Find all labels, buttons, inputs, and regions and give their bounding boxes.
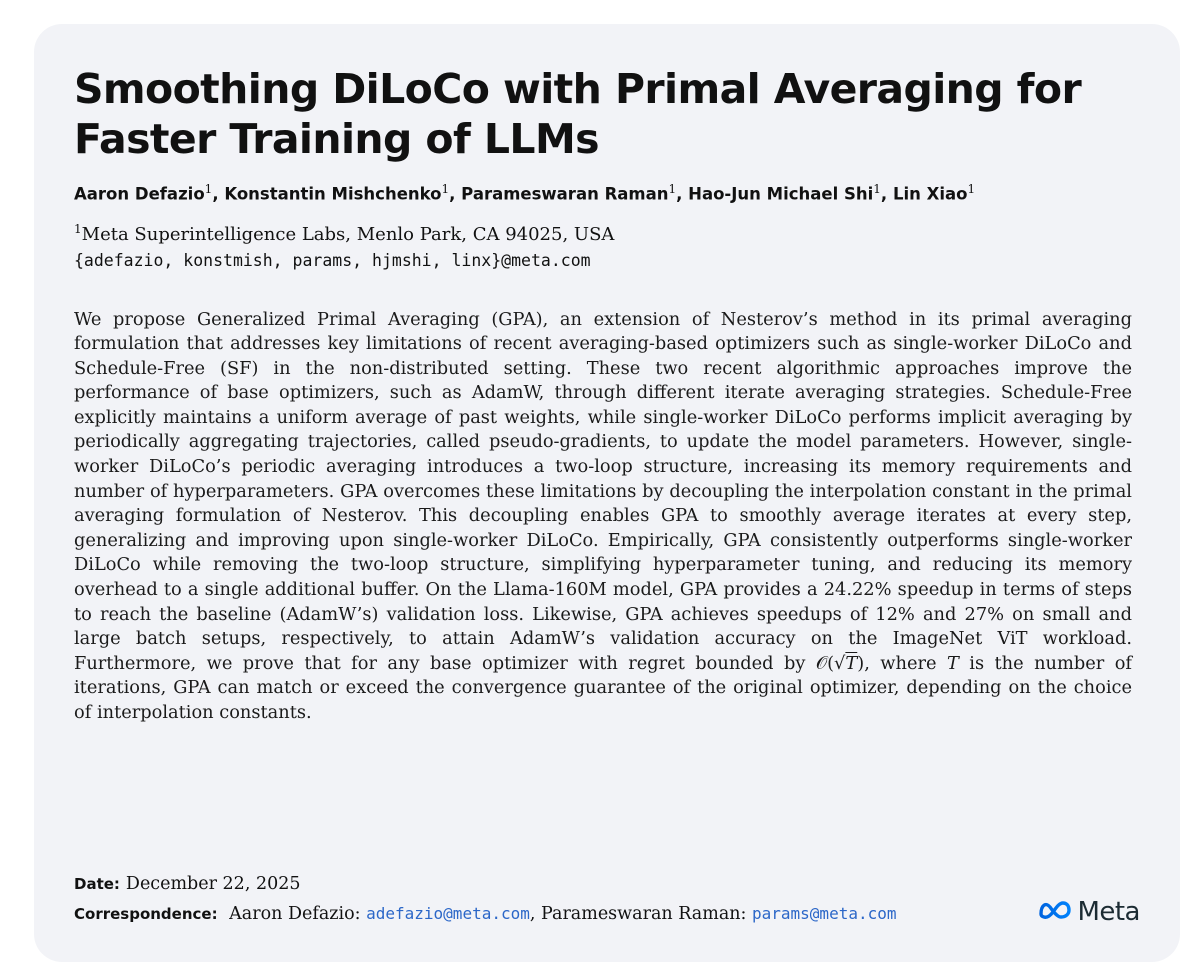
logo-wordmark: Meta — [1077, 897, 1140, 927]
paper-title: Smoothing DiLoCo with Primal Averaging f… — [74, 65, 1082, 163]
abstract-text: , where — [864, 652, 947, 674]
corr-name: Parameswaran Raman: — [541, 904, 747, 924]
author-name: Konstantin Mishchenko — [224, 184, 442, 204]
author-name: Lin Xiao — [892, 184, 968, 204]
affiliation: 1Meta Superintelligence Labs, Menlo Park… — [74, 216, 1140, 248]
math-paren: ) — [857, 652, 865, 674]
paper-footer: Date: December 22, 2025 Correspondence: A… — [74, 870, 1144, 929]
author-emails: {adefazio, konstmish, params, hjmshi, li… — [74, 250, 591, 270]
date-label: Date: — [74, 875, 120, 893]
affiliation-mark: 1 — [967, 182, 976, 196]
email-link[interactable]: adefazio@meta.com — [366, 904, 530, 923]
corr-name: Aaron Defazio: — [229, 904, 361, 924]
affiliation-mark: 1 — [668, 182, 677, 196]
affiliation-mark: 1 — [873, 182, 881, 196]
correspondence-line: Correspondence: Aaron Defazio: adefazio@… — [74, 904, 897, 924]
correspondence-label: Correspondence: — [74, 905, 218, 923]
affiliation-mark: 1 — [204, 182, 213, 196]
author-name: Aaron Defazio — [74, 184, 205, 204]
math-sqrt-sign: √ — [834, 652, 846, 674]
abstract-text: We propose Generalized Primal Averaging … — [74, 308, 1132, 674]
affiliation-mark: 1 — [74, 221, 82, 236]
math-variable: T — [946, 652, 959, 674]
math-variable: T — [845, 652, 858, 674]
email-link[interactable]: params@meta.com — [752, 904, 897, 923]
affiliation-text: Meta Superintelligence Labs, Menlo Park,… — [81, 223, 615, 245]
date-line: Date: December 22, 2025 — [74, 870, 1144, 899]
paper-card: Smoothing DiLoCo with Primal Averaging f… — [34, 24, 1180, 962]
author-list: Aaron Defazio1, Konstantin Mishchenko1, … — [74, 182, 976, 204]
date-value: December 22, 2025 — [125, 874, 301, 894]
abstract-text: is the number of iterations, GPA can mat… — [74, 652, 1132, 723]
abstract: We propose Generalized Primal Averaging … — [74, 308, 1132, 726]
author-name: Hao-Jun Michael Shi — [688, 184, 874, 204]
meta-infinity-icon — [1037, 899, 1073, 926]
math-big-o: 𝒪( — [815, 652, 835, 674]
author-name: Parameswaran Raman — [461, 184, 669, 204]
meta-logo: Meta — [1037, 897, 1140, 927]
affiliation-mark: 1 — [441, 182, 450, 196]
